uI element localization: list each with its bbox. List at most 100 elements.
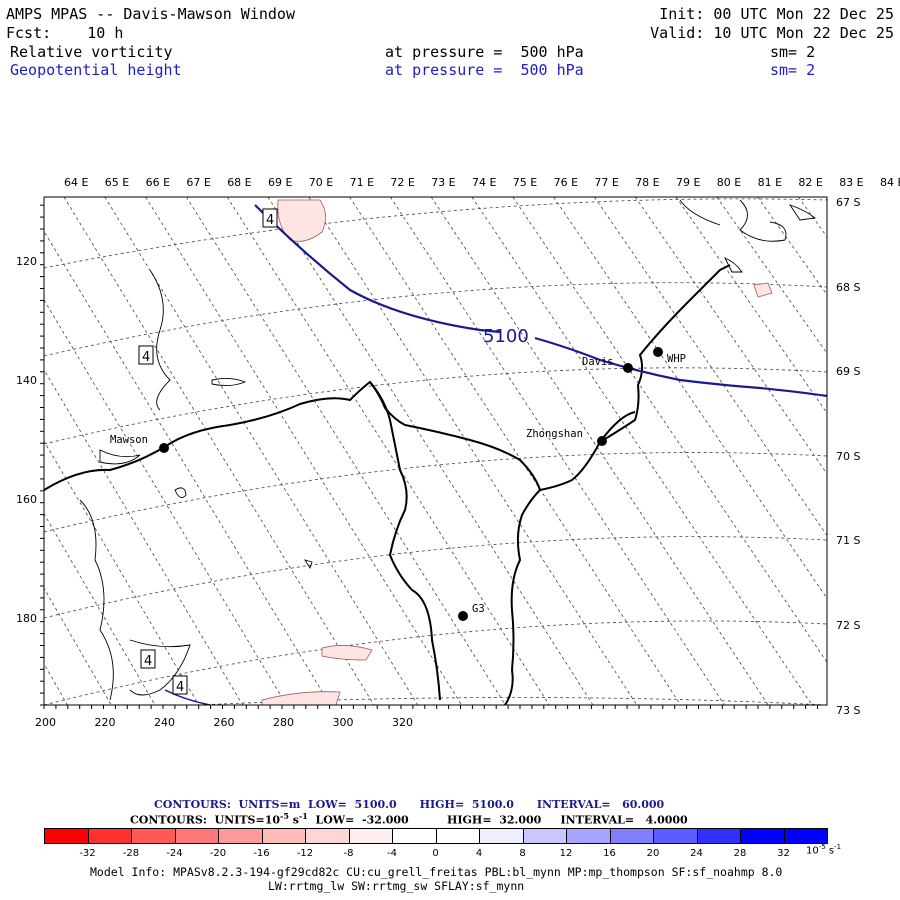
field2-level: at pressure = 500 hPa — [385, 61, 584, 79]
colorbar-label: 0 — [432, 848, 439, 859]
valid-time: Valid: 10 UTC Mon 22 Dec 25 — [650, 24, 894, 42]
colorbar-swatch — [131, 828, 176, 844]
colorbar-label: -24 — [166, 848, 183, 859]
latitude-label: 71 S — [836, 534, 861, 548]
antarctic-coast — [44, 264, 731, 705]
longitude-label: 75 E — [512, 176, 538, 189]
longitude-label: 77 E — [594, 176, 619, 189]
longitude-label: 71 E — [349, 176, 375, 189]
station-zhongshan-label: Zhongshan — [526, 428, 583, 440]
map-title: AMPS MPAS -- Davis-Mawson Window — [6, 5, 295, 23]
colorbar-swatch — [174, 828, 219, 844]
x-tick-label: 280 — [273, 716, 294, 729]
init-time: Init: 00 UTC Mon 22 Dec 25 — [659, 5, 894, 23]
colorbar-label: 12 — [559, 848, 573, 859]
station-whp-label: WHP — [667, 353, 686, 365]
height-contour-5100 — [254, 204, 827, 398]
field2-name: Geopotential height — [10, 61, 182, 79]
longitude-label: 73 E — [431, 176, 456, 189]
x-tick-label: 300 — [332, 716, 354, 729]
station-g3-marker — [458, 611, 468, 621]
station-g3-label: G3 — [472, 603, 485, 615]
longitude-label: 83 E — [839, 176, 864, 189]
longitude-label: 70 E — [308, 176, 334, 189]
colorbar-label: 20 — [646, 848, 660, 859]
longitude-label: 72 E — [390, 176, 415, 189]
map-frame — [43, 196, 828, 706]
colorbar-swatch — [609, 828, 654, 844]
longitude-label: 69 E — [268, 176, 293, 189]
field1-smoothing: sm= 2 — [770, 43, 816, 61]
vorticity-contour-info: CONTOURS: UNITS=10-5 s-1 LOW= -32.000 HI… — [130, 811, 688, 827]
station-davis-marker — [623, 363, 633, 373]
model-info-line2: LW:rrtmg_lw SW:rrtmg_sw SFLAY:sf_mynn — [268, 879, 525, 893]
longitude-label: 79 E — [676, 176, 701, 189]
colorbar-label: 32 — [777, 848, 790, 859]
colorbar-label: -12 — [296, 848, 314, 859]
colorbar-label: 8 — [519, 848, 526, 859]
colorbar-swatch — [87, 828, 132, 844]
colorbar-swatch — [479, 828, 524, 844]
longitude-label: 64 E — [64, 176, 89, 189]
colorbar-swatch — [305, 828, 350, 844]
colorbar-swatch — [44, 828, 89, 844]
vorticity-shading — [261, 199, 773, 705]
latitude-label: 69 S — [836, 365, 861, 379]
field2-smoothing: sm= 2 — [770, 61, 816, 79]
station-davis-label: Davis — [582, 356, 614, 368]
longitude-label: 76 E — [553, 176, 579, 189]
x-tick-label: 240 — [154, 716, 175, 729]
colorbar-label: 4 — [475, 848, 483, 859]
x-tick-label: 220 — [94, 716, 116, 729]
latitude-gridlines — [44, 198, 827, 705]
latitude-label: 70 S — [836, 449, 861, 463]
station-mawson-label: Mawson — [110, 434, 148, 446]
colorbar-swatch — [392, 828, 437, 844]
longitude-label: 81 E — [757, 176, 783, 189]
colorbar-label: 28 — [733, 848, 747, 859]
colorbar-label: -8 — [343, 848, 354, 859]
coastlines — [79, 199, 817, 701]
colorbar-swatch — [696, 828, 741, 844]
vorticity-label: 4 — [144, 654, 152, 669]
longitude-label: 74 E — [472, 176, 497, 189]
x-tick-label: 260 — [213, 716, 235, 729]
colorbar-label: -16 — [253, 848, 270, 859]
station-zhongshan-marker — [597, 436, 607, 446]
longitude-label: 84 E — [880, 176, 900, 189]
latitude-label: 68 S — [836, 280, 861, 294]
latitude-label: 72 S — [836, 619, 861, 632]
latitude-label: 73 S — [836, 703, 861, 717]
y-tick-label: 160 — [16, 493, 37, 506]
vorticity-label: 4 — [176, 680, 184, 695]
longitude-gridlines — [44, 197, 827, 705]
colorbar-label: -32 — [79, 848, 96, 859]
y-tick-label: 140 — [16, 374, 37, 387]
longitude-label: 67 E — [186, 176, 211, 189]
longitude-label: 80 E — [716, 176, 742, 189]
height-contour-label: 5100 — [483, 326, 529, 347]
longitude-label: 68 E — [227, 176, 252, 189]
x-tick-label: 200 — [35, 716, 56, 729]
longitude-label: 82 E — [798, 176, 823, 189]
colorbar-swatch — [218, 828, 263, 844]
colorbar-swatch — [435, 828, 480, 844]
x-tick-label: 320 — [392, 716, 413, 729]
forecast-hour: Fcst: 10 h — [6, 24, 124, 42]
field1-name: Relative vorticity — [10, 43, 173, 61]
y-tick-label: 120 — [16, 255, 37, 268]
vorticity-label: 4 — [266, 213, 274, 228]
colorbar-units: 10-5 s-1 — [806, 843, 842, 857]
longitude-label: 78 E — [635, 176, 660, 189]
y-tick-label: 180 — [16, 612, 37, 625]
height-contour-info: CONTOURS: UNITS=m LOW= 5100.0 HIGH= 5100… — [154, 798, 665, 811]
colorbar-label: 24 — [690, 848, 703, 859]
colorbar-label: -28 — [122, 848, 140, 859]
colorbar-label: -20 — [209, 848, 227, 859]
colorbar-label: 16 — [603, 848, 616, 859]
colorbar-swatch — [783, 828, 828, 844]
colorbar-swatch — [522, 828, 567, 844]
colorbar-swatch — [261, 828, 306, 844]
station-mawson-marker — [159, 443, 169, 453]
